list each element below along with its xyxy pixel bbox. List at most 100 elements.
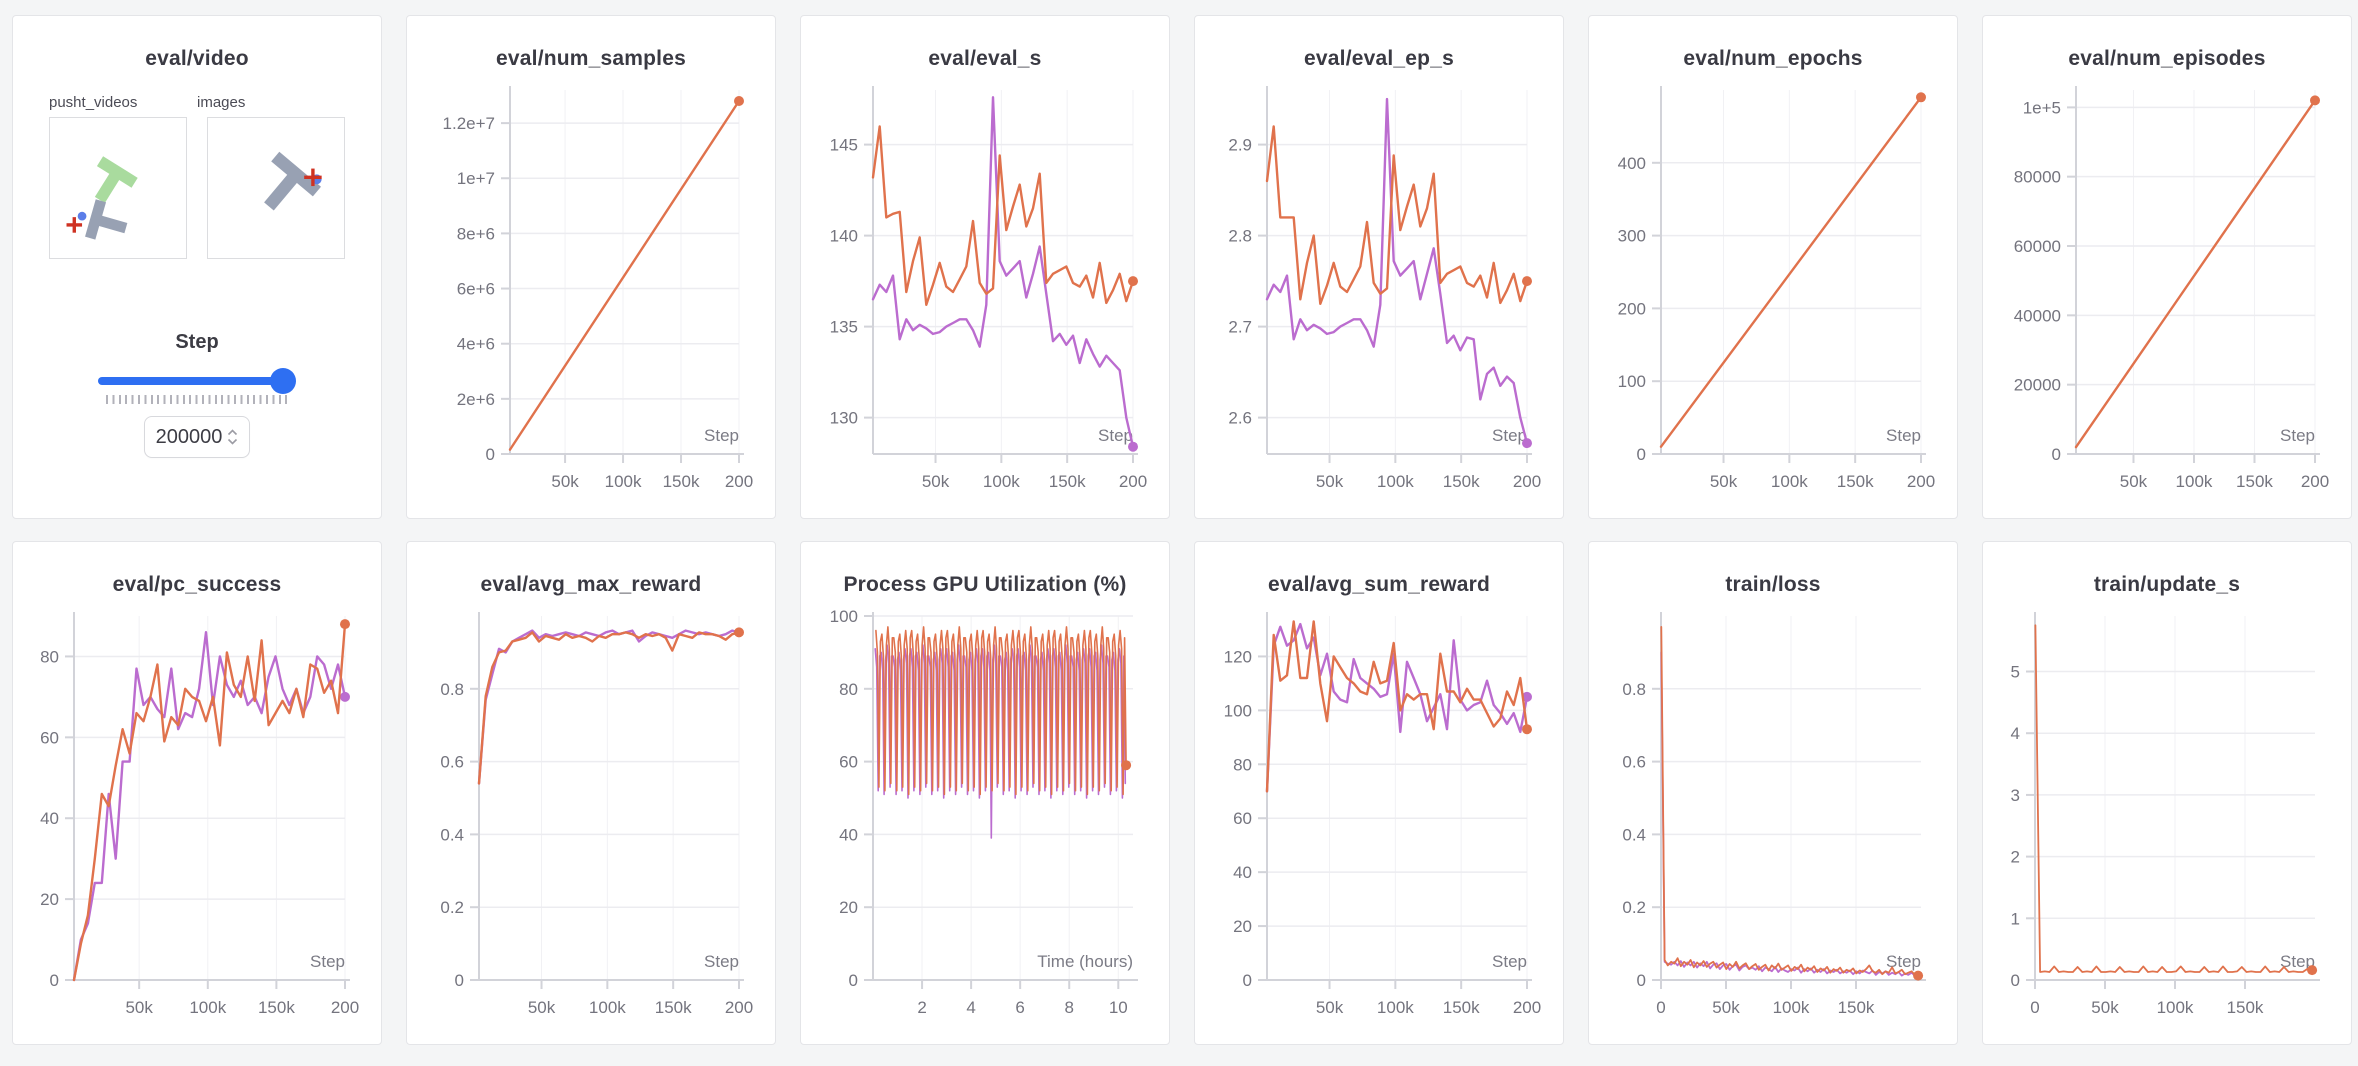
chart-plot-eval-num-episodes[interactable]: 0 20000 40000 60000 80000 1e+5 50k 100k 150k 200 S…	[1983, 72, 2351, 516]
series-end-dot-orange	[1522, 276, 1532, 287]
x-tick-label: 150k	[2227, 998, 2264, 1017]
step-value-input[interactable]: 200000	[144, 416, 250, 458]
media-group-label-pusht-videos: pusht_videos	[49, 94, 138, 111]
x-tick-label: 10	[1109, 998, 1128, 1017]
chart-card-eval-pc-success: eval/pc_success 0 20 40 60 80 50k 100k 150k 200 St…	[12, 541, 382, 1045]
y-tick-label: 0.4	[440, 825, 464, 844]
chart-plot-eval-eval-s[interactable]: 130 135 140 145 50k 100k 150k 200 Step	[801, 72, 1169, 516]
chart-plot-train-loss[interactable]: 0 0.2 0.4 0.6 0.8 0 50k 100k 150k Step	[1589, 598, 1957, 1042]
y-tick-label: 1.2e+7	[443, 114, 495, 133]
x-axis-label: Step	[704, 426, 739, 445]
series-line-orange	[1659, 96, 1923, 448]
chart-title: Process GPU Utilization (%)	[843, 573, 1127, 596]
chart-plot-train-update-s[interactable]: 0 1 2 3 4 5 0 50k 100k 150k Step	[1983, 598, 2351, 1042]
series-line-orange	[1265, 125, 1529, 306]
step-value[interactable]: 200000	[155, 425, 223, 448]
pusht-target-t-icon	[94, 156, 138, 204]
series-line-orange	[871, 125, 1135, 307]
y-tick-label: 0.6	[1622, 753, 1646, 772]
stepper-up-icon[interactable]	[227, 429, 238, 436]
y-tick-label: 40	[839, 825, 858, 844]
chart-card-eval-eval-ep-s: eval/eval_ep_s 2.6 2.7 2.8 2.9 50k 100k 150k 200…	[1194, 15, 1564, 519]
x-axis-label: Step	[2280, 426, 2315, 445]
chart-card-eval-num-samples: eval/num_samples 0 2e+6 4e+6 6e+6 8e+6 1e+7 1.2…	[406, 15, 776, 519]
x-tick-label: 50k	[2120, 472, 2148, 491]
x-tick-label: 50k	[1316, 472, 1344, 491]
y-tick-label: 40	[1233, 863, 1252, 882]
chart-plot-process-gpu-utilization[interactable]: 0 20 40 60 80 100 2 4 6 8 10 Time (hours)	[801, 598, 1169, 1042]
series-line-orange	[1660, 625, 1920, 977]
chart-card-eval-eval-s: eval/eval_s 130 135 140 145 50k 100k 150k 200 Ste…	[800, 15, 1170, 519]
chart-plot-eval-num-samples[interactable]: 0 2e+6 4e+6 6e+6 8e+6 1e+7 1.2e+7 50k 100k 150k 20…	[407, 72, 775, 516]
series-end-dot-purple	[340, 691, 350, 702]
y-tick-label: 140	[830, 227, 858, 246]
series-line-purple	[1660, 651, 1920, 978]
x-axis-label: Step	[1492, 952, 1527, 971]
y-tick-label: 135	[830, 318, 858, 337]
y-tick-label: 130	[830, 409, 858, 428]
x-tick-label: 100k	[589, 998, 626, 1017]
x-tick-label: 100k	[1771, 472, 1808, 491]
stepper-down-icon[interactable]	[227, 438, 238, 445]
series-end-dot-orange	[1913, 970, 1924, 981]
x-tick-label: 200	[1513, 998, 1541, 1017]
series-line-orange	[875, 626, 1127, 796]
y-tick-label: 40000	[2014, 306, 2061, 325]
y-tick-label: 0.4	[1622, 825, 1646, 844]
step-slider[interactable]	[98, 368, 296, 394]
x-tick-label: 50k	[125, 998, 153, 1017]
chart-plot-eval-eval-ep-s[interactable]: 2.6 2.7 2.8 2.9 50k 100k 150k 200 Step	[1195, 72, 1563, 516]
series-end-dot-orange	[734, 627, 744, 638]
x-axis-label: Step	[1886, 952, 1921, 971]
x-tick-label: 50k	[922, 472, 950, 491]
x-tick-label: 100k	[983, 472, 1020, 491]
y-tick-label: 0.2	[1622, 898, 1646, 917]
x-tick-label: 150k	[1049, 472, 1086, 491]
y-tick-label: 0	[1637, 971, 1646, 990]
images-thumbnail[interactable]	[207, 117, 345, 259]
chart-title: eval/avg_max_reward	[480, 573, 702, 596]
panel-title: eval/video	[145, 47, 249, 70]
y-tick-label: 3	[2011, 786, 2020, 805]
series-line-purple	[1265, 97, 1529, 445]
y-tick-label: 300	[1618, 227, 1646, 246]
slider-thumb[interactable]	[270, 368, 296, 394]
media-group-label-images: images	[197, 94, 246, 111]
chart-plot-eval-pc-success[interactable]: 0 20 40 60 80 50k 100k 150k 200 Step	[13, 598, 381, 1042]
pusht-video-thumbnail[interactable]	[49, 117, 187, 259]
y-tick-label: 1e+5	[2023, 98, 2061, 117]
stepper	[227, 429, 238, 445]
x-tick-label: 100k	[189, 998, 226, 1017]
y-tick-label: 0	[2052, 445, 2061, 464]
y-tick-label: 2.8	[1228, 227, 1252, 246]
y-tick-label: 80000	[2014, 168, 2061, 187]
goal-cross-icon	[304, 168, 322, 187]
slider-ticks	[106, 395, 288, 404]
series-end-dot-orange	[2310, 95, 2320, 106]
x-tick-label: 150k	[663, 472, 700, 491]
series-end-dot-orange	[1121, 760, 1132, 771]
x-tick-label: 150k	[1443, 998, 1480, 1017]
y-tick-label: 0	[1637, 445, 1646, 464]
x-tick-label: 50k	[528, 998, 556, 1017]
pusht-block-t-icon	[264, 151, 321, 211]
x-tick-label: 200	[1907, 472, 1935, 491]
series-end-dot-orange	[1522, 724, 1532, 735]
x-tick-label: 50k	[1710, 472, 1738, 491]
x-axis-label: Step	[704, 952, 739, 971]
chart-plot-eval-avg-sum-reward[interactable]: 0 20 40 60 80 100 120 50k 100k 150k 200 Step	[1195, 598, 1563, 1042]
x-tick-label: 100k	[1773, 998, 1810, 1017]
series-line-orange	[508, 99, 741, 451]
x-tick-label: 150k	[1443, 472, 1480, 491]
y-tick-label: 0	[50, 971, 59, 990]
x-tick-label: 150k	[655, 998, 692, 1017]
chart-plot-eval-avg-max-reward[interactable]: 0 0.2 0.4 0.6 0.8 50k 100k 150k 200 Step	[407, 598, 775, 1042]
y-tick-label: 2.9	[1228, 136, 1252, 155]
chart-plot-eval-num-epochs[interactable]: 0 100 200 300 400 50k 100k 150k 200 Step	[1589, 72, 1957, 516]
chart-title: eval/eval_ep_s	[1304, 47, 1454, 70]
chart-card-eval-num-epochs: eval/num_epochs 0 100 200 300 400 50k 100k 150k 2…	[1588, 15, 1958, 519]
slider-track[interactable]	[98, 377, 290, 385]
x-tick-label: 150k	[1837, 472, 1874, 491]
x-tick-label: 0	[1656, 998, 1665, 1017]
